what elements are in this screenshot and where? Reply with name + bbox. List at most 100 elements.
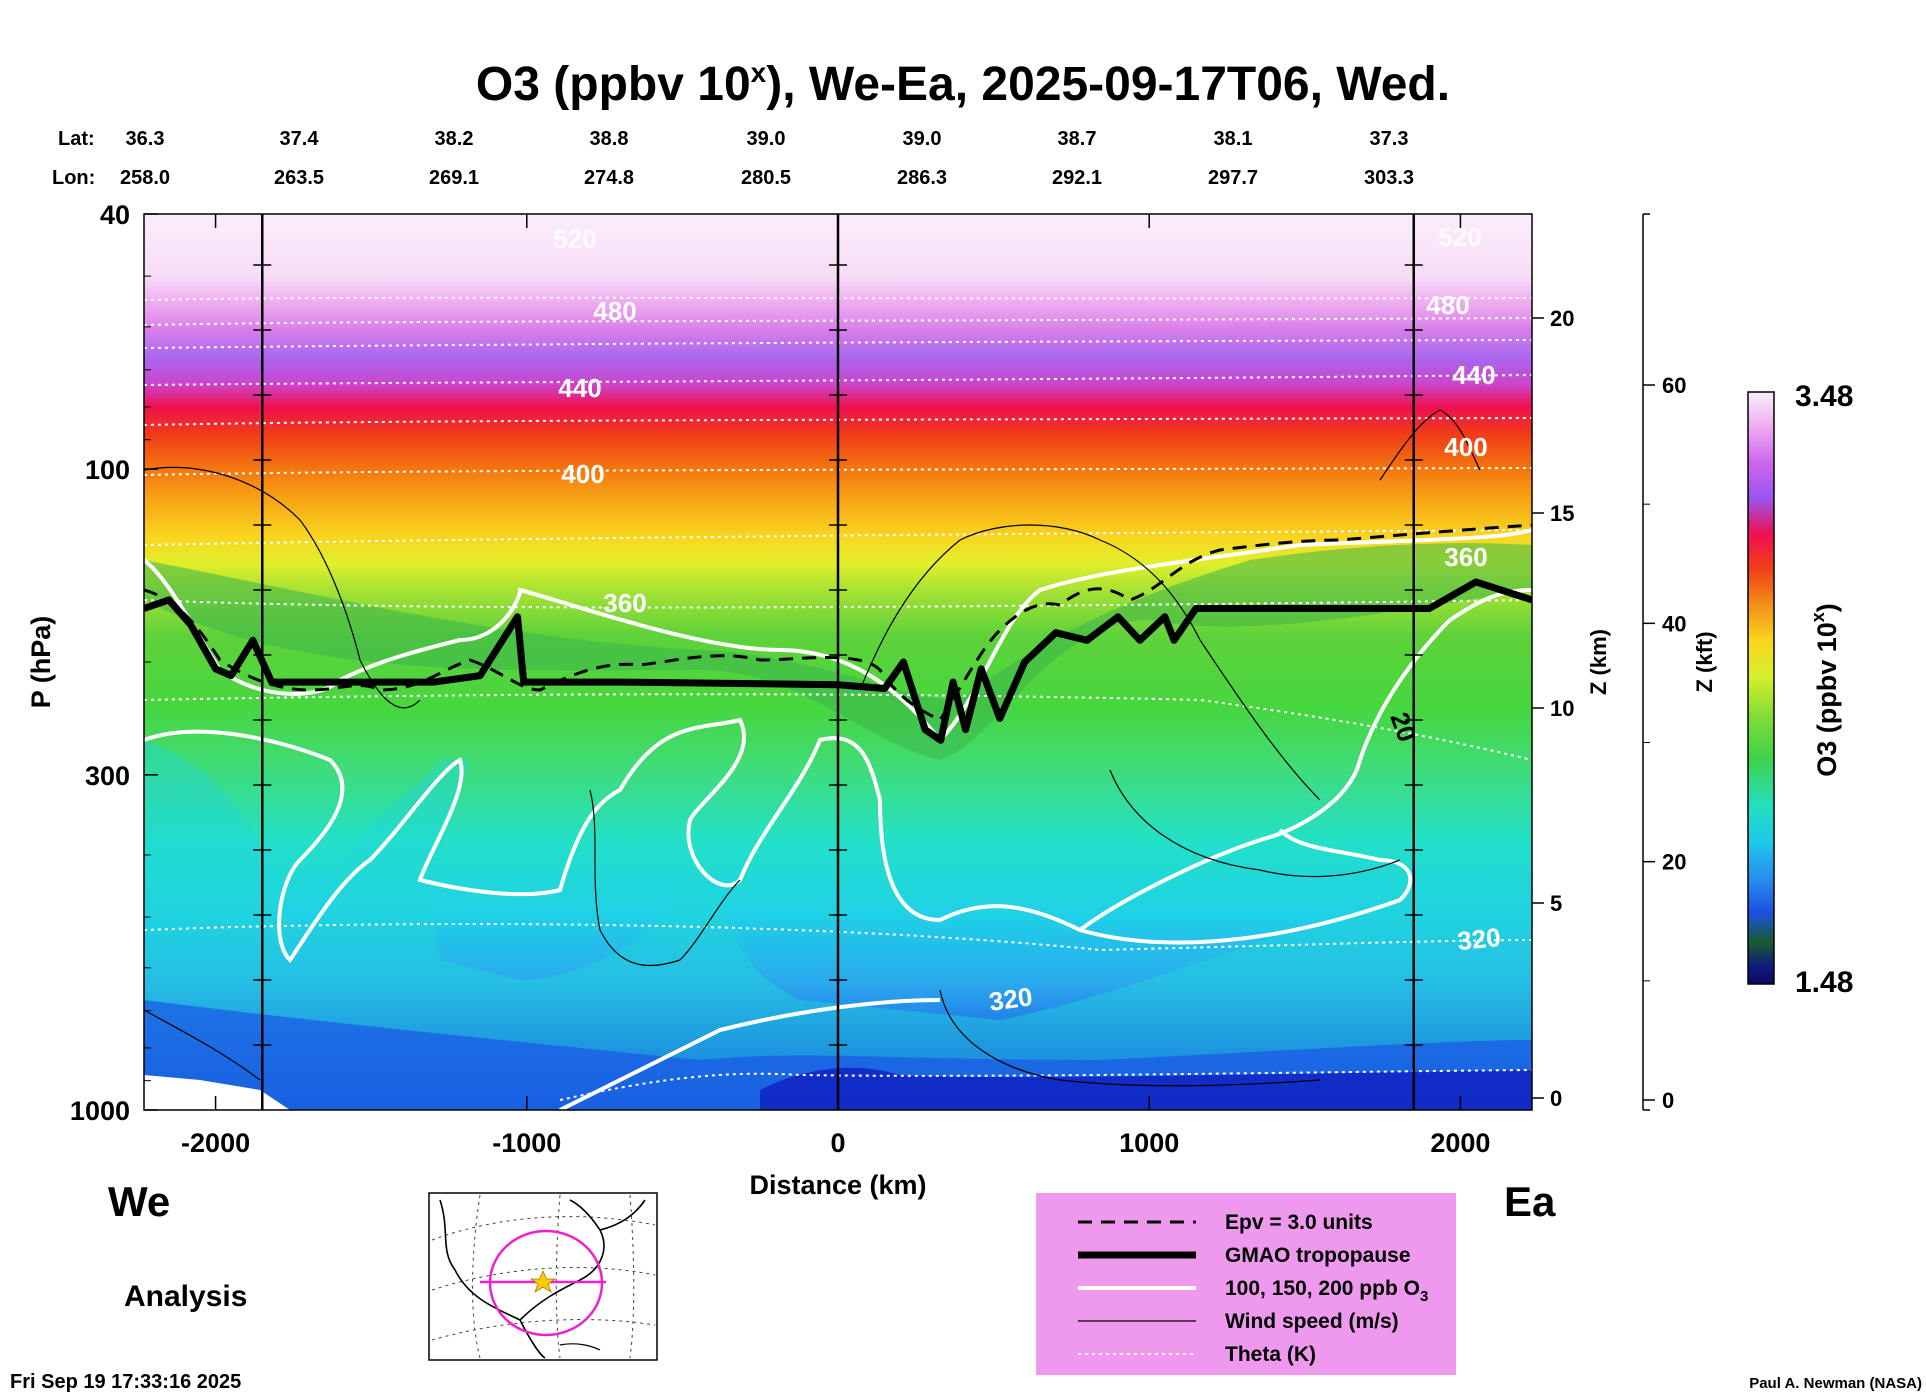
lon-value: 258.0 xyxy=(120,167,170,189)
lat-value: 39.0 xyxy=(903,128,942,150)
z-kft-tick-label: 20 xyxy=(1662,850,1686,875)
z-kft-tick-label: 60 xyxy=(1662,373,1686,398)
lon-value: 263.5 xyxy=(274,167,324,189)
east-label: Ea xyxy=(1504,1178,1556,1225)
timestamp: Fri Sep 19 17:33:16 2025 xyxy=(10,1371,241,1393)
lat-value: 38.2 xyxy=(435,128,474,150)
theta-label-480-right: 480 xyxy=(1426,290,1469,320)
lon-value: 274.8 xyxy=(584,167,634,189)
theta-label-400-right: 400 xyxy=(1444,432,1487,462)
ozone-ppb-contours xyxy=(144,528,1532,1110)
wind-contour-3 xyxy=(859,524,1321,801)
surface-dark-blue xyxy=(760,1067,1532,1110)
lat-value: 37.3 xyxy=(1370,128,1409,150)
z-km-tick-label: 20 xyxy=(1550,306,1574,331)
z-km-tick-label: 10 xyxy=(1550,696,1574,721)
z-kft-axis: 0 20 40 60 xyxy=(1642,213,1686,1113)
theta-contours xyxy=(144,296,1532,1101)
lon-value: 269.1 xyxy=(429,167,479,189)
legend-label-theta: Theta (K) xyxy=(1225,1343,1316,1366)
colorbar-min: 1.48 xyxy=(1795,966,1853,999)
x-tick-label: 0 xyxy=(830,1128,845,1158)
y-tick-label: 100 xyxy=(85,455,130,485)
inset-center-star-icon xyxy=(529,1270,557,1293)
z-km-axis: 0 5 10 15 20 xyxy=(1532,306,1574,1111)
colorbar-label: O3 (ppbv 10x) xyxy=(1808,603,1842,777)
credit: Paul A. Newman (NASA) xyxy=(1749,1375,1922,1392)
wind-contour-2 xyxy=(589,789,741,967)
low-ozone-region xyxy=(144,740,1532,1110)
wind-contour-6 xyxy=(1379,409,1481,481)
z-kft-axis-label: Z (kft) xyxy=(1692,631,1717,692)
theta-label-520-left: 520 xyxy=(553,224,596,254)
lat-value: 38.1 xyxy=(1214,128,1253,150)
lat-value: 38.7 xyxy=(1058,128,1097,150)
theta-label-320-left: 320 xyxy=(987,981,1034,1017)
tropopause-band xyxy=(144,543,1532,760)
wind-contour-1 xyxy=(144,466,421,709)
lat-label: Lat: xyxy=(58,128,95,150)
z-km-tick-label: 5 xyxy=(1550,891,1562,916)
x-tick-label: -1000 xyxy=(492,1128,561,1158)
theta-label-360-right: 360 xyxy=(1444,542,1487,572)
legend-label-wind: Wind speed (m/s) xyxy=(1225,1310,1399,1333)
x-axis-label: Distance (km) xyxy=(749,1170,926,1200)
contour-150ppb xyxy=(144,588,1532,964)
theta-label-320-right: 320 xyxy=(1456,922,1502,956)
wind-contour-7 xyxy=(144,1009,261,1081)
theta-label-440-right: 440 xyxy=(1452,360,1495,390)
lon-label: Lon: xyxy=(52,167,95,189)
legend-label-ozone: 100, 150, 200 ppb O3 xyxy=(1225,1277,1428,1305)
wind-contour-5 xyxy=(939,989,1321,1087)
z-kft-tick-label: 0 xyxy=(1662,1088,1674,1113)
chart-title: O3 (ppbv 10x), We-Ea, 2025-09-17T06, Wed… xyxy=(476,57,1450,111)
contour-150ppb-east xyxy=(1079,828,1413,945)
x-tick-label: 2000 xyxy=(1430,1128,1490,1158)
theta-label-360-left: 360 xyxy=(603,588,646,618)
lat-value: 39.0 xyxy=(747,128,786,150)
legend-label-epv: Epv = 3.0 units xyxy=(1225,1211,1373,1234)
lon-value: 303.3 xyxy=(1364,167,1414,189)
theta-300 xyxy=(559,1069,1532,1101)
y-tick-label: 300 xyxy=(85,761,130,791)
theta-label-480-left: 480 xyxy=(593,296,636,326)
x-axis: -2000 -1000 0 1000 2000 xyxy=(181,214,1490,1158)
z-km-tick-label: 15 xyxy=(1550,501,1574,526)
y-axis-label: P (hPa) xyxy=(26,616,56,709)
lat-value: 38.8 xyxy=(590,128,629,150)
legend-label-tropopause: GMAO tropopause xyxy=(1225,1244,1411,1267)
reference-verticals xyxy=(253,214,1423,1110)
theta-340 xyxy=(144,693,1532,761)
inset-islands xyxy=(559,1343,601,1351)
lon-row: 258.0 263.5 269.1 274.8 280.5 286.3 292.1 297.7… xyxy=(120,167,1414,189)
z-km-tick-label: 0 xyxy=(1550,1086,1562,1111)
wind-contours xyxy=(144,409,1481,1087)
y-tick-label: 1000 xyxy=(70,1096,130,1126)
lat-row: 36.3 37.4 38.2 38.8 39.0 39.0 38.7 38.1 37.3 xyxy=(126,128,1409,150)
legend: Epv = 3.0 units GMAO tropopause 100, 150… xyxy=(1036,1193,1456,1375)
lat-value: 36.3 xyxy=(126,128,165,150)
z-kft-tick-label: 40 xyxy=(1662,611,1686,636)
y-tick-label: 40 xyxy=(100,200,130,230)
x-tick-label: 1000 xyxy=(1119,1128,1179,1158)
surface-mask xyxy=(144,1075,290,1110)
theta-label-400-left: 400 xyxy=(561,459,604,489)
x-tick-label: -2000 xyxy=(181,1128,250,1158)
theta-320 xyxy=(144,923,1532,952)
lon-value: 297.7 xyxy=(1208,167,1258,189)
west-label: We xyxy=(108,1178,170,1225)
inset-map xyxy=(428,1192,658,1361)
contour-100ppb xyxy=(559,998,941,1110)
inset-coastlines xyxy=(439,1199,646,1359)
lon-value: 280.5 xyxy=(741,167,791,189)
lon-value: 292.1 xyxy=(1052,167,1102,189)
contour-200ppb xyxy=(144,528,1532,743)
analysis-label: Analysis xyxy=(124,1280,247,1313)
theta-label-440-left: 440 xyxy=(558,373,601,403)
z-km-axis-label: Z (km) xyxy=(1586,629,1611,695)
colorbar xyxy=(1747,391,1775,985)
lon-value: 286.3 xyxy=(897,167,947,189)
wind-contour-4 xyxy=(1109,769,1401,878)
lat-value: 37.4 xyxy=(280,128,320,150)
y-axis: 40 100 300 1000 xyxy=(70,200,158,1126)
